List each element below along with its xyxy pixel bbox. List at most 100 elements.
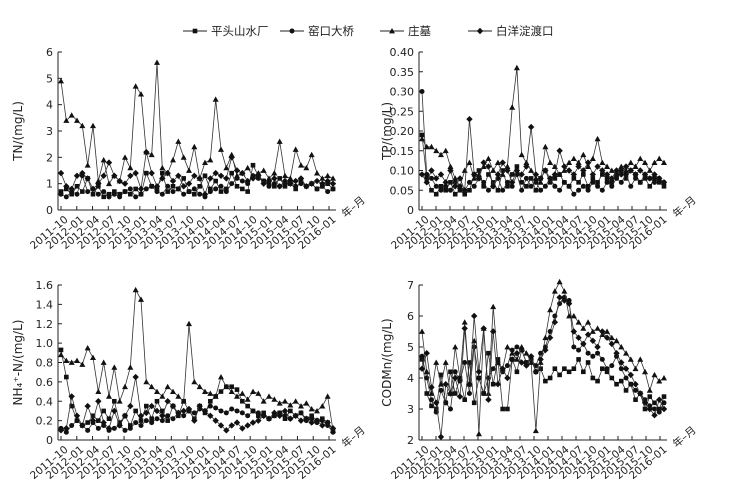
data-point bbox=[448, 180, 453, 185]
data-point bbox=[308, 180, 315, 187]
data-point bbox=[159, 175, 166, 182]
data-point bbox=[618, 344, 625, 350]
data-point bbox=[276, 400, 283, 406]
data-point bbox=[127, 164, 134, 171]
data-point bbox=[438, 184, 444, 189]
data-point bbox=[85, 420, 90, 425]
data-point bbox=[475, 430, 482, 437]
data-point bbox=[500, 187, 506, 193]
series-line bbox=[421, 281, 665, 434]
data-point bbox=[239, 390, 246, 396]
data-point bbox=[490, 303, 497, 310]
data-point bbox=[557, 187, 563, 193]
data-point bbox=[95, 180, 102, 187]
data-point bbox=[442, 381, 449, 388]
data-point bbox=[542, 346, 549, 354]
series-2 bbox=[419, 89, 667, 197]
data-point bbox=[419, 89, 425, 94]
data-point bbox=[287, 180, 294, 187]
data-point bbox=[632, 171, 639, 178]
series-line bbox=[60, 152, 334, 196]
data-point bbox=[461, 319, 468, 325]
data-point bbox=[154, 388, 160, 394]
data-point bbox=[489, 328, 497, 335]
data-point bbox=[509, 183, 515, 189]
data-point bbox=[175, 138, 182, 144]
data-point bbox=[419, 353, 425, 359]
data-point bbox=[245, 413, 251, 419]
data-point bbox=[542, 334, 549, 341]
data-point bbox=[245, 189, 250, 194]
data-point bbox=[57, 169, 65, 177]
data-point bbox=[518, 151, 525, 158]
data-point bbox=[154, 189, 160, 195]
data-point bbox=[116, 177, 123, 185]
data-point bbox=[266, 183, 272, 189]
data-point bbox=[122, 383, 128, 390]
data-point bbox=[438, 387, 444, 393]
data-point bbox=[282, 416, 288, 421]
data-point bbox=[509, 172, 515, 177]
data-point bbox=[159, 418, 165, 424]
data-point bbox=[485, 187, 491, 193]
data-point bbox=[585, 319, 592, 325]
data-point bbox=[74, 117, 80, 123]
data-point bbox=[604, 163, 611, 169]
data-point bbox=[111, 425, 117, 431]
data-point bbox=[212, 169, 219, 177]
data-point bbox=[486, 350, 491, 356]
data-point bbox=[485, 163, 492, 170]
data-point bbox=[260, 167, 267, 173]
data-point bbox=[314, 186, 320, 192]
data-point bbox=[281, 407, 289, 415]
data-point bbox=[437, 381, 444, 387]
data-point bbox=[249, 175, 257, 182]
data-point bbox=[69, 403, 74, 409]
data-point bbox=[244, 177, 251, 185]
data-point bbox=[661, 184, 667, 189]
data-point bbox=[276, 412, 283, 419]
data-point bbox=[637, 155, 644, 162]
data-point bbox=[504, 374, 511, 382]
series-line bbox=[421, 67, 665, 188]
data-point bbox=[504, 167, 511, 174]
data-point bbox=[121, 412, 129, 419]
data-point bbox=[170, 184, 176, 189]
data-point bbox=[518, 171, 525, 178]
data-point bbox=[138, 422, 144, 428]
data-point bbox=[170, 416, 176, 422]
data-point bbox=[265, 415, 273, 422]
data-point bbox=[202, 388, 208, 394]
x-axis-unit: 年–月 bbox=[339, 194, 367, 221]
data-point bbox=[613, 171, 620, 177]
data-point bbox=[281, 177, 289, 185]
data-point bbox=[293, 183, 299, 189]
data-point bbox=[533, 187, 539, 193]
data-point bbox=[68, 185, 75, 193]
data-point bbox=[292, 412, 299, 419]
data-point bbox=[303, 164, 310, 171]
x-axis-unit: 年–月 bbox=[339, 424, 367, 451]
data-point bbox=[590, 353, 596, 359]
data-point bbox=[505, 184, 510, 189]
data-point bbox=[656, 409, 662, 415]
data-point bbox=[599, 159, 606, 165]
data-point bbox=[500, 406, 505, 412]
y-tick-label: 0.20 bbox=[390, 125, 415, 138]
data-point bbox=[642, 406, 648, 412]
data-point bbox=[571, 344, 577, 350]
data-point bbox=[652, 400, 657, 406]
data-point bbox=[609, 363, 615, 369]
data-point bbox=[293, 186, 298, 192]
data-point bbox=[437, 433, 445, 441]
data-point bbox=[504, 179, 510, 185]
data-point bbox=[566, 159, 573, 165]
data-point bbox=[661, 375, 667, 381]
data-point bbox=[543, 378, 548, 384]
data-point bbox=[466, 179, 472, 185]
data-point bbox=[196, 175, 203, 182]
data-point bbox=[96, 418, 101, 423]
data-point bbox=[467, 187, 472, 193]
data-point bbox=[79, 122, 86, 129]
data-point bbox=[277, 176, 282, 181]
